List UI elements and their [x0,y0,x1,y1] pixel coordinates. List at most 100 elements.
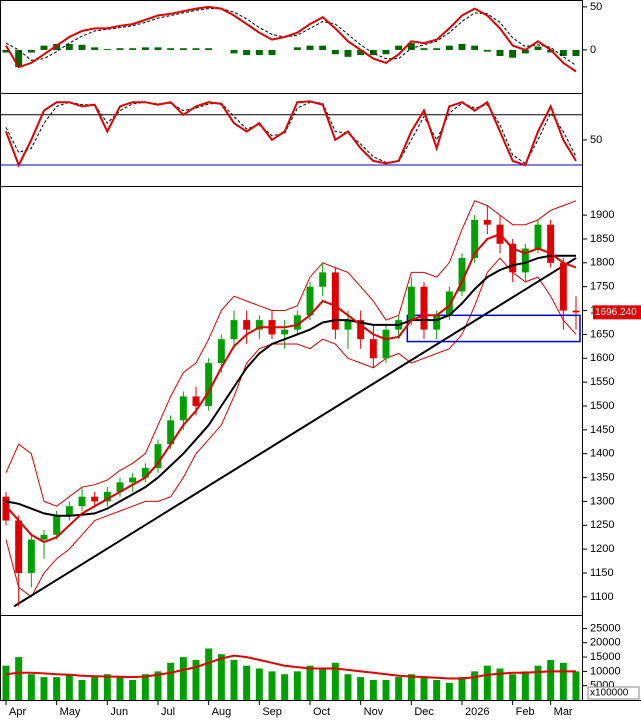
x-tick-label: Feb [516,706,535,718]
y-tick-label: 50 [590,1,602,13]
volume-bar [344,674,352,700]
volume-bar [534,665,542,700]
volume-bar [141,674,149,700]
volume-ma-line [5,654,576,680]
ma50-line [5,254,576,517]
volume-bar [179,657,187,700]
panel-frame [0,615,583,701]
macd-histogram-bar [255,49,263,56]
volume-bar [483,665,491,700]
volume-bar [509,674,517,700]
macd-histogram-bar [382,49,390,55]
macd-histogram-bar [103,49,111,50]
volume-bar [243,665,251,700]
volume-bar [268,671,276,700]
volume-bar [27,674,35,700]
candle-body [65,506,73,516]
panel-frame [0,0,583,94]
macd-histogram-bar [27,49,35,53]
volume-bar [471,671,479,700]
candle-body [382,329,390,359]
y-tick-label: 1350 [590,471,614,483]
macd-histogram-bar [192,48,200,50]
y-tick-label: 1500 [590,400,614,412]
candle-body [167,420,175,445]
candle-body [230,320,238,340]
macd-histogram-bar [15,49,23,68]
volume-bar [357,677,365,700]
unit-box [587,686,640,700]
macd-histogram-bar [509,49,517,58]
x-tick-label: Sep [262,706,282,718]
last-price-label: 1696.240 [595,307,637,318]
macd-histogram-bar [458,43,466,50]
candle-body [53,515,61,535]
x-tick-label: 2026 [465,706,489,718]
x-tick-label: Apr [9,706,26,718]
x-tick-label: Jul [161,706,175,718]
y-tick-label: 1100 [590,591,614,603]
stochastic-d-line [5,101,577,165]
volume-bar [407,674,415,700]
macd-histogram-bar [167,48,175,50]
y-tick-label: 15000 [590,651,621,663]
y-tick-label: 1400 [590,448,614,460]
macd-histogram-bar [471,45,479,50]
candle-body [534,224,542,249]
volume-bar [129,679,137,700]
candle-body [116,482,124,492]
y-tick-label: 1300 [590,495,614,507]
candle-body [331,272,339,330]
macd-histogram-bar [572,49,580,56]
volume-bar [65,674,73,700]
candle-body [91,496,99,502]
candle-body [141,468,149,478]
macd-histogram-bar [496,49,504,56]
volume-bar [331,662,339,700]
macd-histogram-bar [369,49,377,56]
y-tick-label: 1650 [590,328,614,340]
macd-histogram-bar [319,45,327,50]
candle-body [255,320,263,330]
candle-body [217,339,225,364]
volume-bar [15,657,23,700]
macd-histogram-bar [65,43,73,50]
candle-body [15,520,23,574]
volume-bar [572,671,580,700]
candle-body [407,286,415,321]
candle-body [2,496,10,521]
y-tick-label: 1150 [590,567,614,579]
candle-body [306,286,314,316]
x-tick-label: Aug [212,706,232,718]
macd-histogram-bar [116,48,124,50]
candle-body [547,224,555,263]
y-tick-label: 1850 [590,233,614,245]
macd-histogram-bar [2,49,10,53]
volume-bar [281,674,289,700]
candle-body [521,248,529,273]
volume-bar [192,659,200,700]
volume-bar [116,677,124,700]
volume-bar [205,648,213,700]
macd-histogram-bar [483,49,491,52]
candle-body [369,339,377,359]
candle-body [205,363,213,406]
macd-histogram-bar [420,48,428,50]
volume-bar [306,665,314,700]
candle-body [293,315,301,330]
volume-bar [40,677,48,700]
y-tick-label: 0 [590,44,596,56]
volume-bar [319,668,327,700]
volume-bar [167,662,175,700]
candle-body [559,262,567,311]
ma20-line [5,233,577,544]
volume-bar [496,668,504,700]
macd-histogram-bar [293,47,301,50]
y-tick-label: 1750 [590,281,614,293]
macd-histogram-bar [534,46,542,50]
macd-histogram-bar [243,49,251,56]
volume-bar [395,677,403,700]
candle-body [78,496,86,507]
candle-body [103,491,111,502]
macd-histogram-bar [205,48,213,50]
